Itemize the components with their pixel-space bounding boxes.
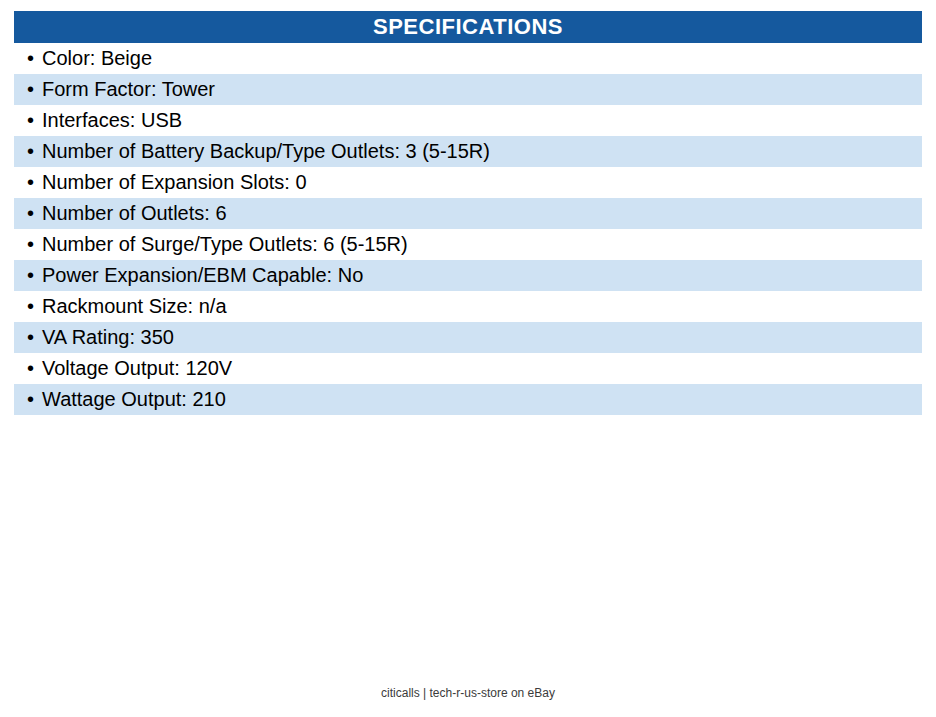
bullet-icon: •: [27, 295, 42, 318]
bullet-icon: •: [27, 109, 42, 132]
spec-text: Number of Expansion Slots: 0: [42, 171, 307, 194]
seller-credit-text: citicalls | tech-r-us-store on eBay: [0, 686, 936, 700]
spec-row: •Voltage Output: 120V: [14, 353, 922, 384]
bullet-icon: •: [27, 357, 42, 380]
bullet-icon: •: [27, 171, 42, 194]
spec-text: Form Factor: Tower: [42, 78, 215, 101]
bullet-icon: •: [27, 202, 42, 225]
spec-text: Number of Battery Backup/Type Outlets: 3…: [42, 140, 490, 163]
bullet-icon: •: [27, 140, 42, 163]
bullet-icon: •: [27, 47, 42, 70]
spec-text: Voltage Output: 120V: [42, 357, 232, 380]
spec-text: Color: Beige: [42, 47, 152, 70]
specifications-page: SPECIFICATIONS •Color: Beige•Form Factor…: [0, 0, 936, 717]
bullet-icon: •: [27, 78, 42, 101]
spec-row: •Rackmount Size: n/a: [14, 291, 922, 322]
spec-text: Rackmount Size: n/a: [42, 295, 227, 318]
spec-row: •Number of Expansion Slots: 0: [14, 167, 922, 198]
spec-rows: •Color: Beige•Form Factor: Tower•Interfa…: [14, 43, 922, 415]
spec-text: Interfaces: USB: [42, 109, 182, 132]
spec-row: •Number of Outlets: 6: [14, 198, 922, 229]
spec-row: •Interfaces: USB: [14, 105, 922, 136]
spec-row: •VA Rating: 350: [14, 322, 922, 353]
bullet-icon: •: [27, 264, 42, 287]
spec-row: •Power Expansion/EBM Capable: No: [14, 260, 922, 291]
bullet-icon: •: [27, 326, 42, 349]
specifications-header: SPECIFICATIONS: [14, 11, 922, 43]
spec-row: •Color: Beige: [14, 43, 922, 74]
spec-text: VA Rating: 350: [42, 326, 174, 349]
spec-row: •Number of Surge/Type Outlets: 6 (5-15R): [14, 229, 922, 260]
spec-text: Power Expansion/EBM Capable: No: [42, 264, 363, 287]
spec-row: •Form Factor: Tower: [14, 74, 922, 105]
spec-row: •Wattage Output: 210: [14, 384, 922, 415]
spec-text: Wattage Output: 210: [42, 388, 226, 411]
spec-text: Number of Outlets: 6: [42, 202, 227, 225]
bullet-icon: •: [27, 388, 42, 411]
specifications-table: SPECIFICATIONS •Color: Beige•Form Factor…: [14, 11, 922, 415]
bullet-icon: •: [27, 233, 42, 256]
spec-row: •Number of Battery Backup/Type Outlets: …: [14, 136, 922, 167]
spec-text: Number of Surge/Type Outlets: 6 (5-15R): [42, 233, 408, 256]
